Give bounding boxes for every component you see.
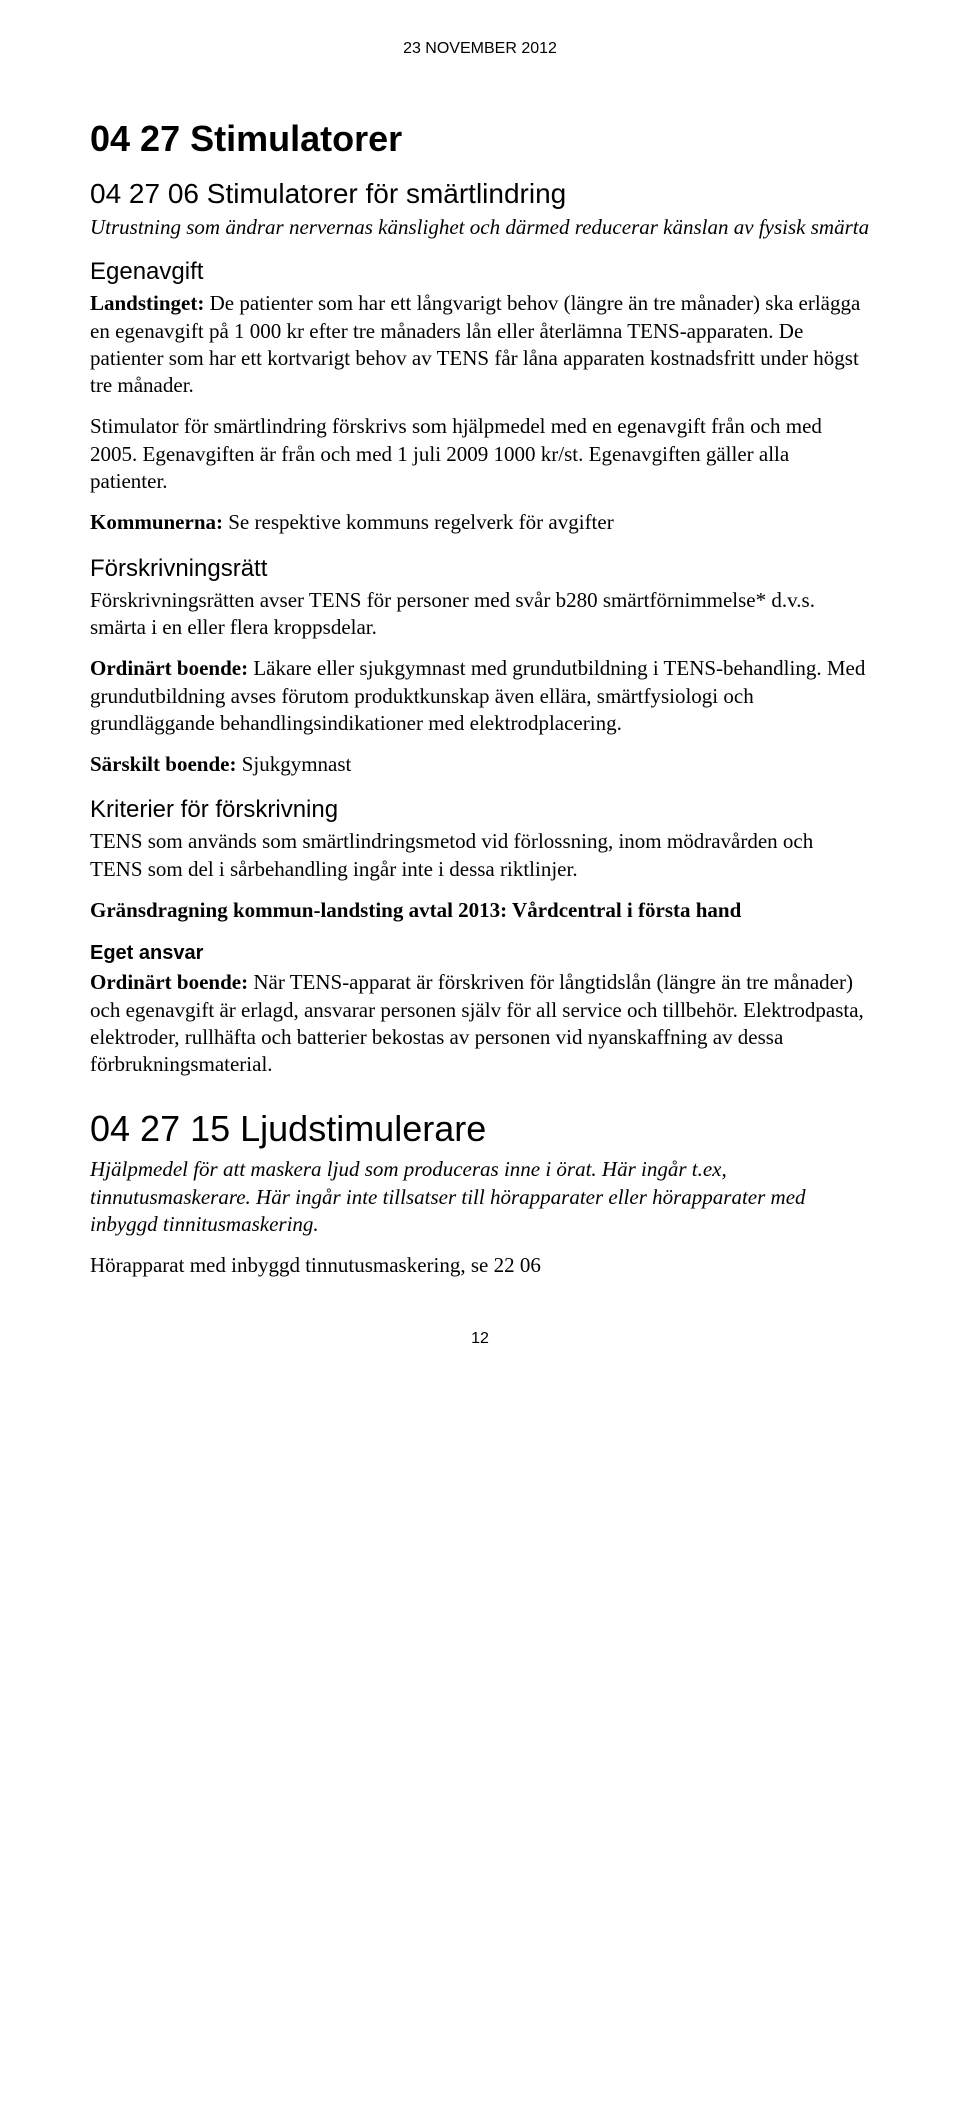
text-gransdragning: Gränsdragning kommun-landsting avtal 201… [90, 898, 741, 922]
text-landstinget: De patienter som har ett långvarigt beho… [90, 291, 860, 397]
paragraph-ordinart-2: Ordinärt boende: När TENS-apparat är för… [90, 969, 870, 1078]
paragraph-ljud-1: Hjälpmedel för att maskera ljud som prod… [90, 1156, 870, 1238]
kriterier-heading: Kriterier för förskrivning [90, 796, 870, 824]
paragraph-gransdragning: Gränsdragning kommun-landsting avtal 201… [90, 897, 870, 924]
egenavgift-heading: Egenavgift [90, 258, 870, 286]
label-ordinart-1: Ordinärt boende: [90, 656, 248, 680]
label-sarskilt: Särskilt boende: [90, 752, 236, 776]
paragraph-stimulator: Stimulator för smärtlindring förskrivs s… [90, 413, 870, 495]
paragraph-kommunerna: Kommunerna: Se respektive kommuns regelv… [90, 509, 870, 536]
paragraph-landstinget: Landstinget: De patienter som har ett lå… [90, 290, 870, 399]
eget-ansvar-heading: Eget ansvar [90, 942, 870, 965]
title-main: 04 27 Stimulatorer [90, 118, 870, 160]
section-subtitle-1: Utrustning som ändrar nervernas känsligh… [90, 214, 870, 240]
paragraph-ordinart-1: Ordinärt boende: Läkare eller sjukgymnas… [90, 655, 870, 737]
label-ordinart-2: Ordinärt boende: [90, 970, 248, 994]
section-heading-2: 04 27 15 Ljudstimulerare [90, 1108, 870, 1150]
paragraph-sarskilt: Särskilt boende: Sjukgymnast [90, 751, 870, 778]
paragraph-forskrivningsratten: Förskrivningsrätten avser TENS för perso… [90, 587, 870, 642]
paragraph-tens: TENS som används som smärtlindringsmetod… [90, 828, 870, 883]
paragraph-ljud-2: Hörapparat med inbyggd tinnutusmaskering… [90, 1252, 870, 1279]
text-sarskilt: Sjukgymnast [236, 752, 351, 776]
text-kommunerna: Se respektive kommuns regelverk för avgi… [223, 510, 614, 534]
document-page: 23 NOVEMBER 2012 04 27 Stimulatorer 04 2… [0, 0, 960, 1398]
label-kommunerna: Kommunerna: [90, 510, 223, 534]
forskrivningsratt-heading: Förskrivningsrätt [90, 555, 870, 583]
label-landstinget: Landstinget: [90, 291, 204, 315]
header-date: 23 NOVEMBER 2012 [90, 40, 870, 58]
section-heading-1: 04 27 06 Stimulatorer för smärtlindring [90, 178, 870, 210]
page-number: 12 [90, 1330, 870, 1348]
